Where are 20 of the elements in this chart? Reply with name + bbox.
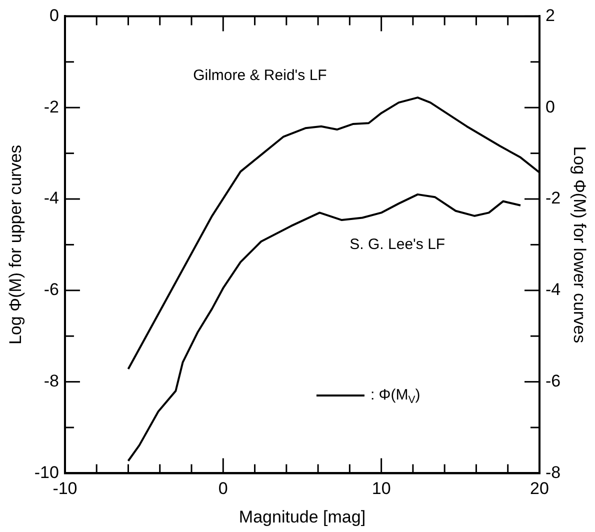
y-tick-label: -2 — [44, 97, 59, 116]
y2-tick-label: 0 — [545, 97, 555, 116]
y2-tick-label: -8 — [545, 462, 561, 482]
annotation: S. G. Lee's LF — [350, 236, 446, 253]
x-tick-label: 0 — [218, 479, 228, 498]
x-axis-title: Magnitude [mag] — [238, 507, 366, 526]
y2-tick-label: -6 — [545, 371, 561, 390]
y-tick-label: 0 — [50, 6, 59, 25]
annotation: Gilmore & Reid's LF — [193, 66, 327, 84]
x-tick-label: 10 — [372, 479, 391, 498]
y2-tick-label: 2 — [545, 6, 555, 25]
y-axis-title: Log Φ(M) for upper curves — [6, 144, 25, 345]
y2-tick-label: -2 — [545, 188, 561, 208]
y-tick-label: -8 — [44, 371, 59, 390]
y2-tick-label: -4 — [545, 280, 561, 300]
y2-axis-title: Log Φ(M) for lower curves — [570, 146, 590, 344]
x-tick-label: 20 — [530, 479, 549, 498]
y-tick-label: -10 — [34, 462, 59, 482]
y-tick-label: -4 — [44, 188, 59, 208]
y-tick-label: -6 — [44, 280, 59, 300]
